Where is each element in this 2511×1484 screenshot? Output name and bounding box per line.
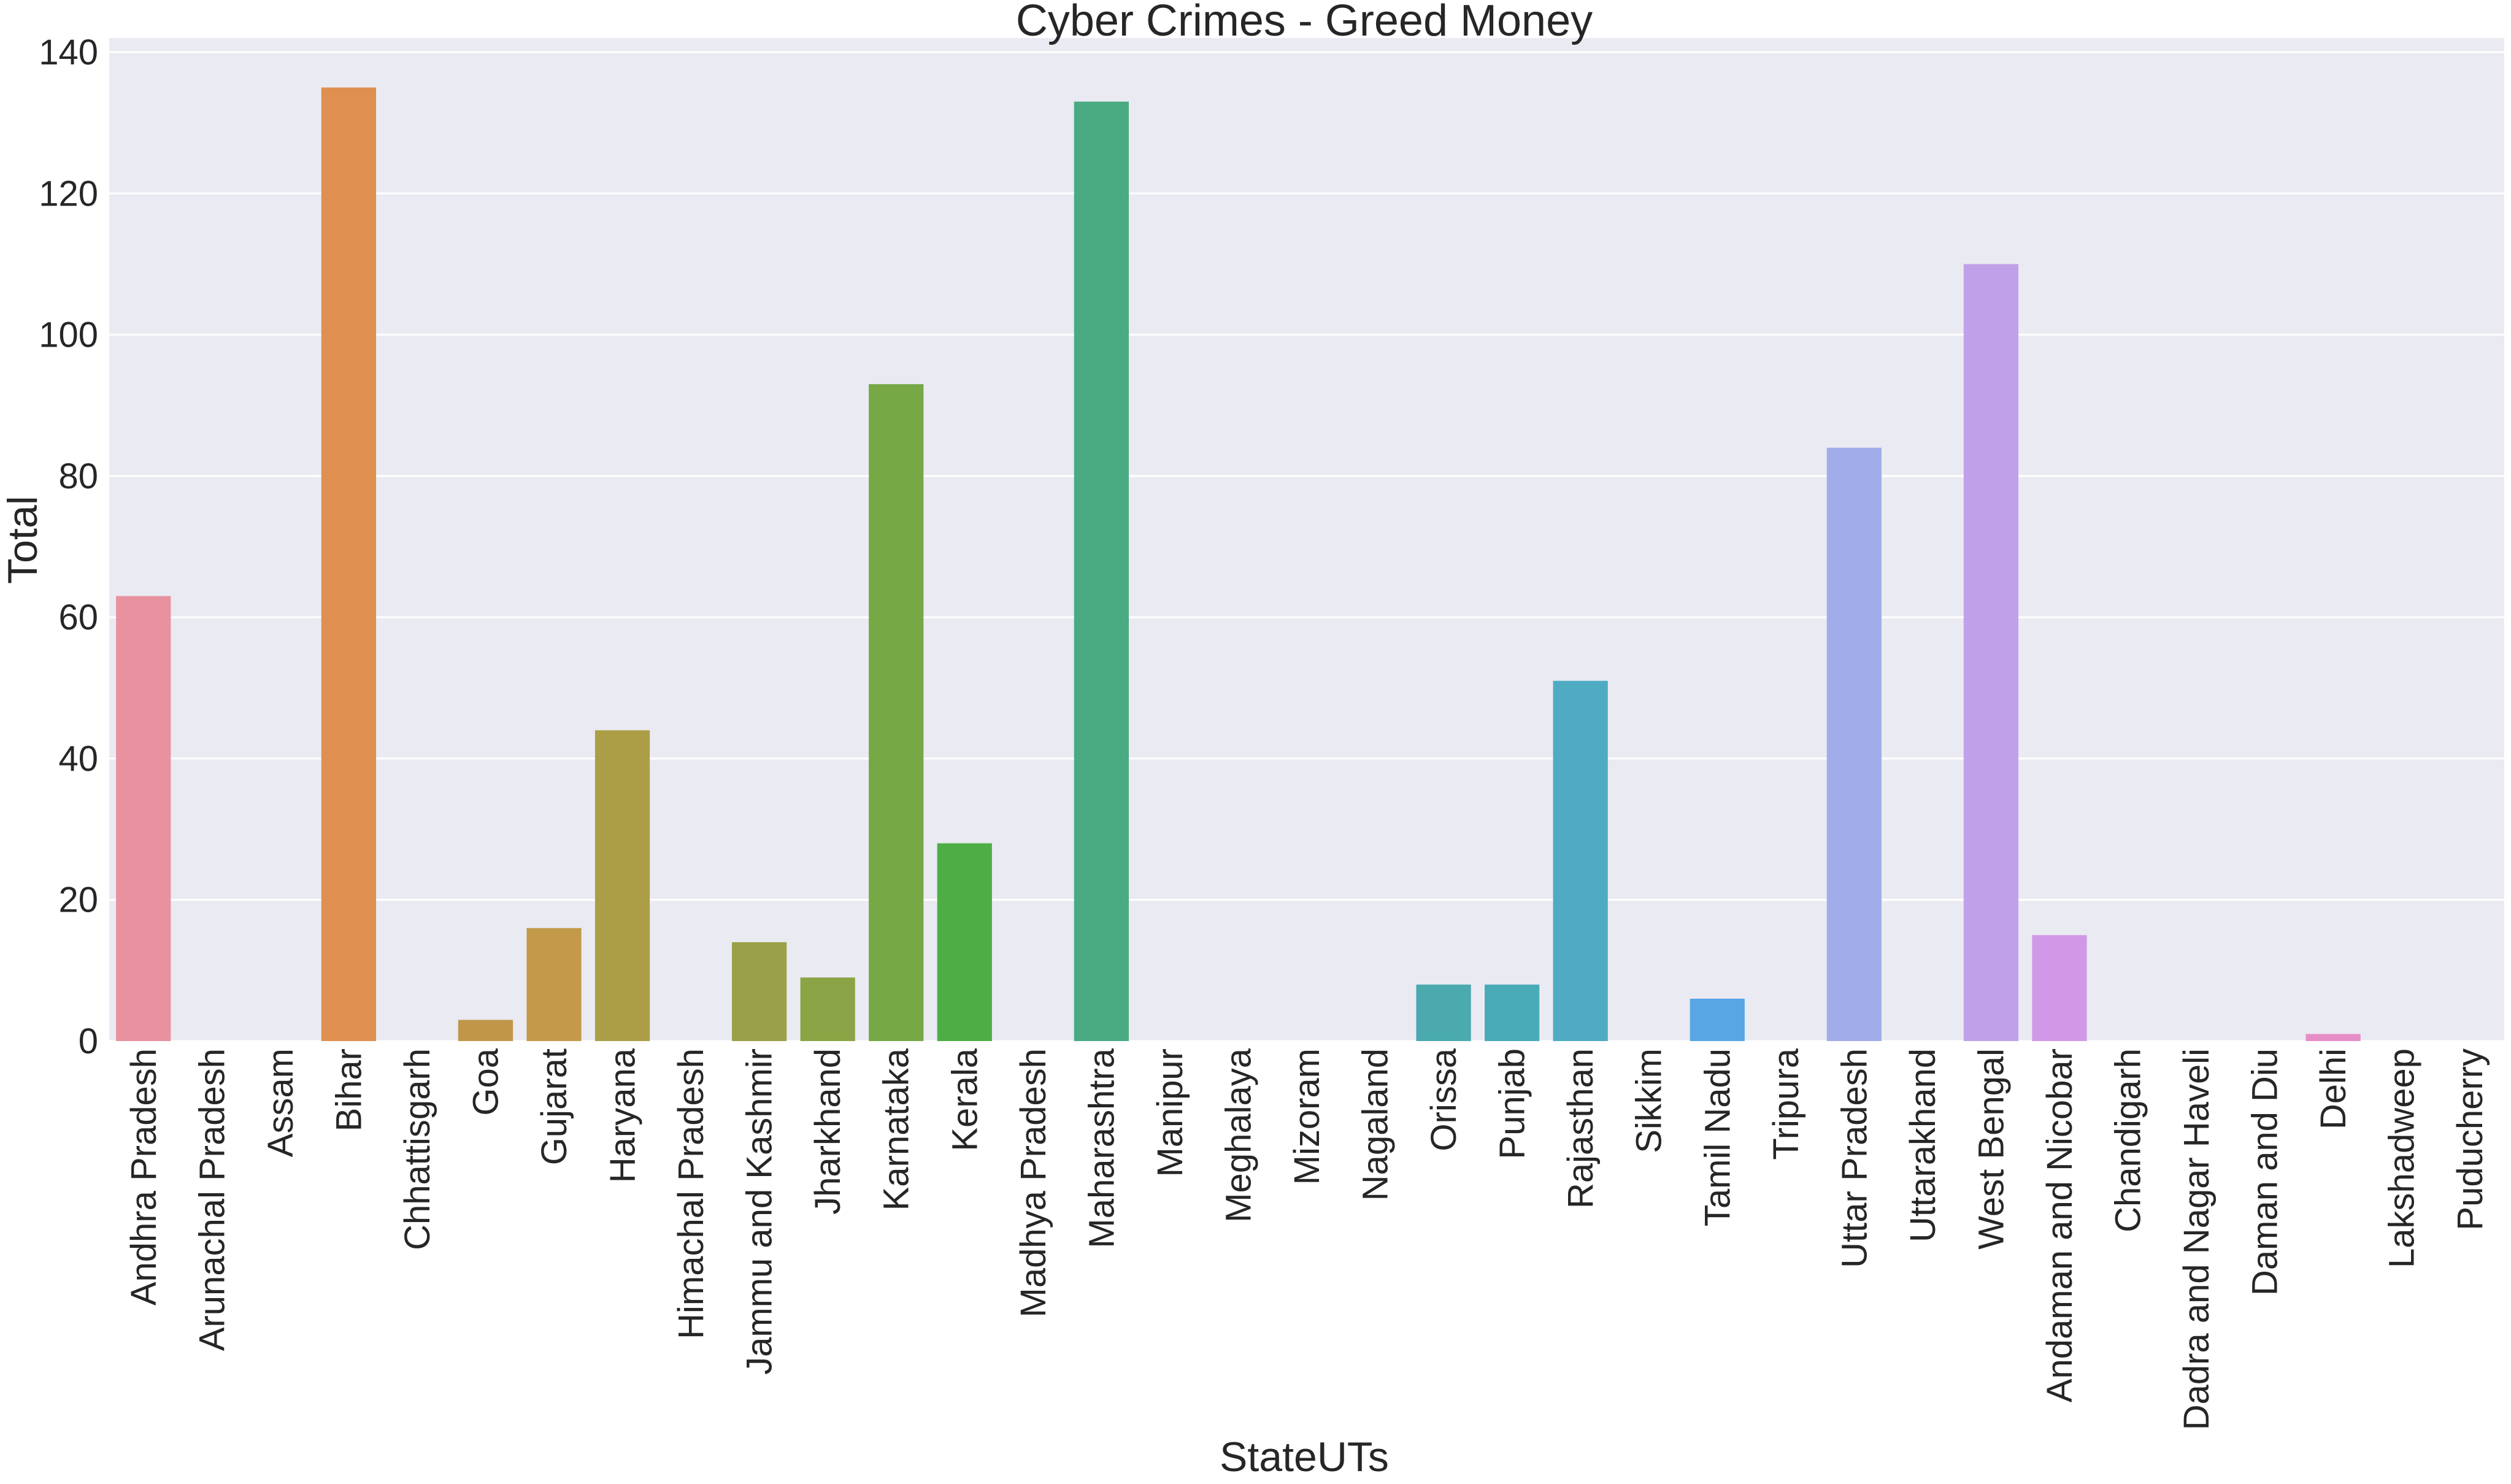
x-tick-label: Manipur [1150,1048,1190,1177]
bar [800,977,855,1041]
x-tick-labels: Andhra Pradesh Arunachal Pradesh Assam Biha… [124,1048,2490,1430]
x-tick-label: Sikkim [1629,1048,1669,1153]
x-tick-label: Meghalaya [1218,1048,1258,1222]
y-tick-label: 20 [58,880,98,920]
x-tick-label: Andhra Pradesh [124,1048,164,1305]
bar [1074,101,1129,1042]
bar [116,596,171,1041]
x-tick-label: Uttarakhand [1903,1048,1943,1242]
x-tick-label: Himachal Pradesh [671,1048,711,1339]
y-tick-label: 80 [58,456,98,496]
x-tick-label: Delhi [2313,1048,2353,1129]
bar [458,1020,513,1041]
y-tick-label: 120 [39,174,98,213]
x-tick-label: Chandigarh [2109,1048,2148,1232]
bar [526,928,582,1041]
chart-title: Cyber Crimes - Greed Money [1016,0,1593,45]
x-tick-label: Dadra and Nagar Haveli [2177,1048,2217,1430]
y-tick-label: 140 [39,33,98,72]
x-tick-label: Rajasthan [1561,1048,1601,1209]
x-tick-label: Lakshadweep [2382,1048,2422,1268]
x-tick-label: Uttar Pradesh [1834,1048,1874,1268]
x-tick-label: Tripura [1766,1048,1806,1159]
x-tick-label: Gujarat [534,1048,574,1165]
x-tick-label: Mizoram [1287,1048,1327,1185]
bar [1416,984,1471,1041]
plot-background [109,38,2504,1041]
y-tick-label: 60 [58,598,98,637]
x-tick-label: Bihar [329,1048,369,1131]
x-tick-label: Goa [466,1048,506,1115]
bar [869,384,924,1041]
x-tick-label: Haryana [603,1048,643,1183]
x-axis-label: StateUTs [1220,1434,1389,1480]
bar [594,730,650,1041]
x-tick-label: Kerala [945,1048,985,1151]
y-tick-label: 100 [39,315,98,355]
bar [1553,680,1608,1041]
bar [321,87,377,1041]
bar [2032,935,2087,1041]
x-tick-label: Maharashtra [1082,1048,1121,1248]
x-tick-label: Nagaland [1356,1048,1396,1201]
x-tick-label: Puducherry [2450,1048,2490,1231]
x-tick-label: Arunachal Pradesh [192,1048,232,1351]
bar [2305,1034,2361,1041]
x-tick-label: Tamil Nadu [1698,1048,1737,1226]
x-tick-label: Andaman and Nicobar [2040,1048,2080,1402]
x-tick-label: Punjab [1493,1048,1532,1159]
y-tick-label: 0 [79,1021,98,1061]
x-tick-label: Karnataka [877,1048,917,1210]
x-tick-label: Madhya Pradesh [1013,1048,1053,1317]
bar [1963,264,2019,1042]
x-tick-label: Daman and Diu [2245,1048,2285,1296]
y-tick-labels: 0 20 40 60 80 100 120 140 [39,33,98,1061]
x-tick-label: Orissa [1424,1048,1464,1151]
y-tick-label: 40 [58,739,98,779]
bar [732,942,787,1041]
x-tick-label: Chhattisgarh [398,1048,437,1250]
grid-lines [109,51,2504,1042]
bar [937,843,992,1041]
bar [1485,984,1540,1041]
x-tick-label: West Bengal [1971,1048,2011,1250]
x-tick-label: Jharkhand [808,1048,848,1215]
x-tick-label: Assam [261,1048,301,1157]
bar [1826,447,1882,1041]
bars [116,87,2361,1042]
y-axis-label: Total [0,496,46,584]
bar [1690,998,1745,1041]
x-tick-label: Jammu and Kashmir [740,1048,780,1375]
